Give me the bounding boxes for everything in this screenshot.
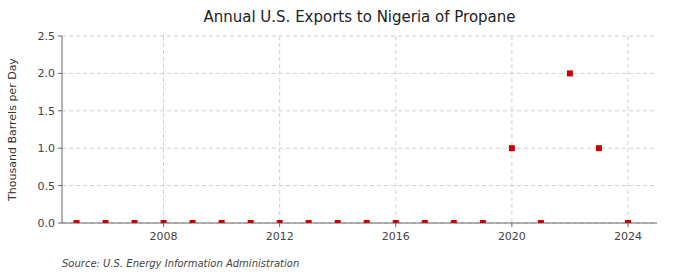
point <box>190 220 196 223</box>
point <box>393 220 399 223</box>
tick <box>511 223 512 227</box>
point <box>625 220 631 223</box>
point <box>538 220 544 223</box>
point <box>248 220 254 223</box>
tick-label: 2024 <box>614 230 642 243</box>
point <box>161 220 167 223</box>
chart-container: Annual U.S. Exports to Nigeria of Propan… <box>0 0 675 275</box>
point <box>451 220 457 223</box>
tick-label: 2016 <box>382 230 410 243</box>
tick <box>395 223 396 227</box>
grid-line <box>62 36 657 37</box>
y-axis-label: Thousand Barrels per Day <box>6 58 19 202</box>
points <box>74 70 631 223</box>
tick <box>627 223 628 227</box>
tick <box>58 36 62 37</box>
grid-line <box>395 36 396 223</box>
point <box>567 70 573 76</box>
tick-label: 2020 <box>498 230 526 243</box>
grid-line <box>511 36 512 223</box>
tick <box>58 110 62 111</box>
tick <box>58 223 62 224</box>
grid <box>62 36 657 223</box>
point <box>306 220 312 223</box>
chart: Annual U.S. Exports to Nigeria of Propan… <box>0 0 675 275</box>
title: Annual U.S. Exports to Nigeria of Propan… <box>203 8 515 26</box>
grid-line <box>62 110 657 111</box>
point <box>364 220 370 223</box>
grid-line <box>62 223 657 224</box>
point <box>480 220 486 223</box>
grid-line <box>627 36 628 223</box>
point <box>103 220 109 223</box>
point <box>74 220 80 223</box>
tick-label: 0.5 <box>38 180 56 193</box>
tick <box>279 223 280 227</box>
y-axis-line <box>62 36 63 223</box>
tick-label: 2012 <box>266 230 294 243</box>
point <box>596 145 602 151</box>
grid-line <box>279 36 280 223</box>
axes: 0.0 0.5 1.0 1.5 2.0 2.5 2008 2012 2016 2020 2024 <box>38 30 658 243</box>
tick-label: 2.0 <box>38 67 56 80</box>
grid-line <box>62 185 657 186</box>
tick-label: 2008 <box>150 230 178 243</box>
tick-label: 2.5 <box>38 30 56 43</box>
source-note: Source: U.S. Energy Information Administ… <box>62 258 299 269</box>
point <box>335 220 341 223</box>
tick-label: 1.0 <box>38 142 56 155</box>
point <box>132 220 138 223</box>
point <box>277 220 283 223</box>
point <box>509 145 515 151</box>
grid-line <box>62 148 657 149</box>
tick <box>58 148 62 149</box>
tick <box>163 223 164 227</box>
point <box>422 220 428 223</box>
grid-line <box>163 36 164 223</box>
point <box>219 220 225 223</box>
x-axis-line <box>62 223 657 224</box>
tick <box>58 185 62 186</box>
tick <box>58 73 62 74</box>
tick-label: 1.5 <box>38 105 56 118</box>
tick-label: 0.0 <box>38 217 56 230</box>
